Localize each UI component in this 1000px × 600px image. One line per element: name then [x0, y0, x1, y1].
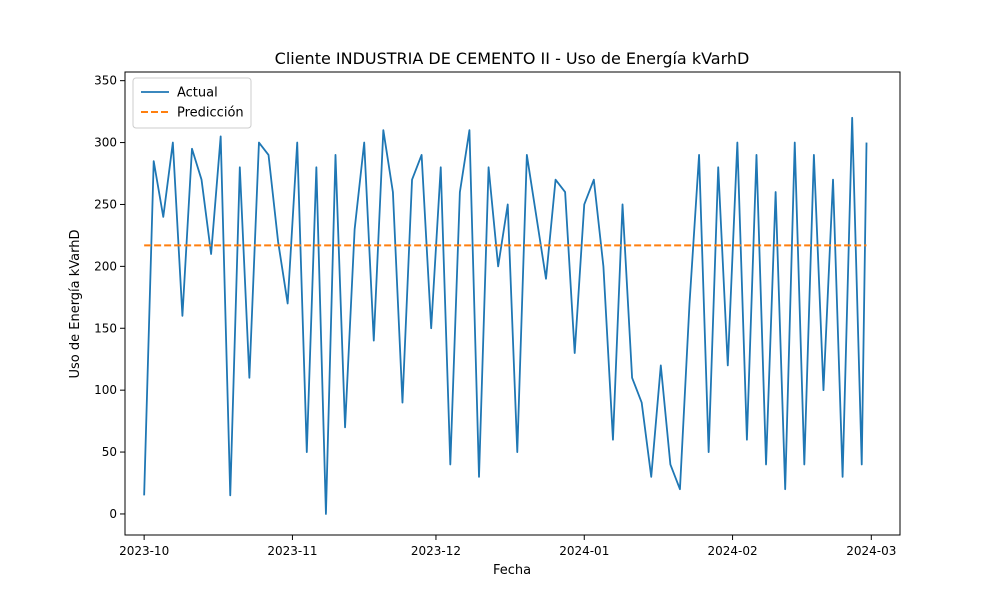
y-tick-label: 50: [102, 445, 117, 459]
y-tick-label: 300: [94, 136, 117, 150]
plot-area: [143, 116, 868, 515]
y-tick-label: 100: [94, 383, 117, 397]
y-axis-label: Uso de Energía kVarhD: [68, 229, 83, 378]
axes: 0 50 100 150 200 250 300 350 2023-10 2023-11 2023-…: [94, 71, 901, 558]
plot-frame: [124, 71, 901, 536]
x-tick-label: 2024-03: [846, 544, 896, 558]
x-tick-label: 2023-12: [411, 544, 461, 558]
x-tick-label: 2024-01: [559, 544, 609, 558]
legend-box: [132, 77, 252, 129]
x-tick-label: 2023-11: [267, 544, 317, 558]
y-tick-label: 150: [94, 321, 117, 335]
y-tick-label: 350: [94, 74, 117, 88]
legend: Actual Predicción: [132, 77, 252, 129]
legend-entry: Actual: [177, 86, 218, 101]
chart-title: Cliente INDUSTRIA DE CEMENTO II - Uso de…: [275, 49, 750, 68]
x-axis-label: Fecha: [493, 563, 531, 578]
y-tick-label: 0: [109, 507, 117, 521]
y-tick-label: 250: [94, 197, 117, 211]
x-tick-label: 2024-02: [707, 544, 757, 558]
y-tick-label: 200: [94, 259, 117, 273]
x-tick-label: 2023-10: [119, 544, 169, 558]
legend-entry: Predicción: [177, 106, 244, 121]
series-line-actual: [143, 116, 868, 515]
